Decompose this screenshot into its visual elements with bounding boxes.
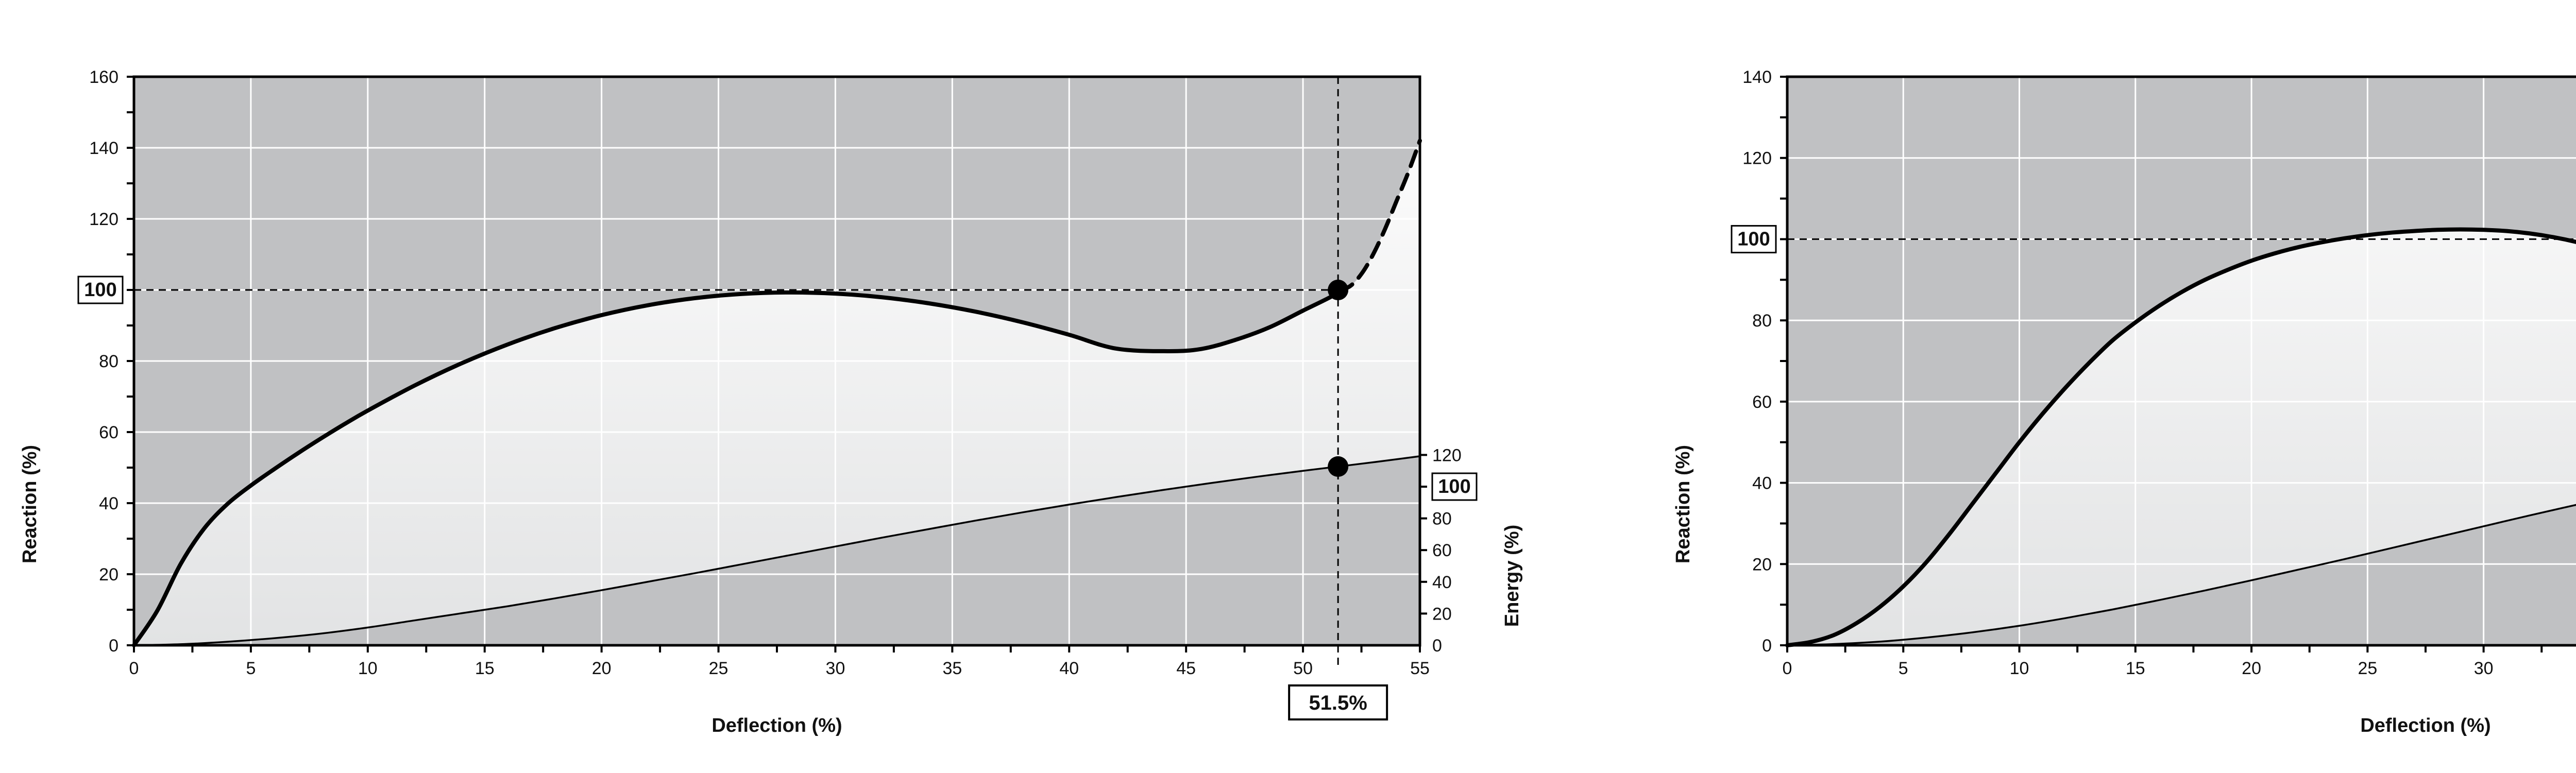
svg-text:5: 5 [1899,659,1908,678]
svg-text:15: 15 [2126,659,2145,678]
svg-text:0: 0 [129,659,139,678]
svg-text:Energy (%): Energy (%) [1501,525,1523,627]
svg-text:80: 80 [99,352,118,371]
svg-text:20: 20 [592,659,612,678]
svg-text:Deflection (%): Deflection (%) [2360,715,2490,736]
svg-text:60: 60 [99,423,118,442]
svg-text:20: 20 [1752,555,1772,574]
svg-text:30: 30 [2474,659,2494,678]
svg-text:Deflection (%): Deflection (%) [711,715,842,736]
svg-text:20: 20 [99,565,118,585]
svg-text:120: 120 [1432,445,1462,465]
svg-text:120: 120 [89,210,118,229]
svg-text:80: 80 [1432,509,1452,529]
svg-text:0: 0 [1432,636,1442,656]
svg-text:140: 140 [89,139,118,158]
svg-text:160: 160 [89,67,118,87]
svg-text:25: 25 [2358,659,2377,678]
svg-text:15: 15 [475,659,495,678]
svg-text:80: 80 [1752,311,1772,331]
svg-text:5: 5 [246,659,256,678]
svg-text:20: 20 [2242,659,2261,678]
svg-text:0: 0 [1783,659,1792,678]
svg-text:50: 50 [1293,659,1313,678]
svg-text:100: 100 [84,279,116,301]
svg-text:25: 25 [709,659,728,678]
svg-text:120: 120 [1742,149,1772,168]
svg-text:40: 40 [1059,659,1079,678]
svg-text:35: 35 [942,659,962,678]
svg-text:30: 30 [826,659,845,678]
svg-text:51.5%: 51.5% [1309,692,1367,714]
svg-text:Reaction (%): Reaction (%) [1672,445,1694,563]
svg-text:140: 140 [1742,67,1772,87]
svg-text:20: 20 [1432,604,1452,624]
svg-text:55: 55 [1410,659,1430,678]
svg-text:60: 60 [1432,541,1452,560]
svg-text:100: 100 [1737,228,1770,250]
svg-text:40: 40 [99,494,118,513]
svg-text:0: 0 [109,636,118,656]
svg-text:40: 40 [1432,573,1452,592]
svg-text:10: 10 [2010,659,2029,678]
svg-text:60: 60 [1752,392,1772,412]
svg-text:45: 45 [1176,659,1196,678]
svg-text:0: 0 [1762,636,1772,656]
svg-text:10: 10 [358,659,378,678]
svg-text:Reaction (%): Reaction (%) [19,445,41,563]
svg-text:40: 40 [1752,474,1772,493]
svg-text:100: 100 [1438,476,1470,497]
